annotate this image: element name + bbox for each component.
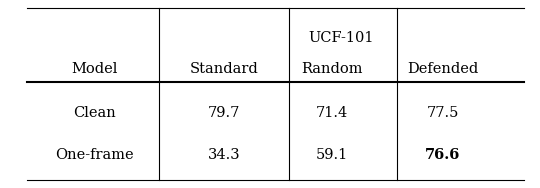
Text: 71.4: 71.4	[316, 106, 348, 120]
Text: Clean: Clean	[73, 106, 116, 120]
Text: One-frame: One-frame	[55, 148, 134, 162]
Text: Standard: Standard	[190, 62, 259, 76]
Text: 34.3: 34.3	[208, 148, 240, 162]
Text: 76.6: 76.6	[425, 148, 461, 162]
Text: UCF-101: UCF-101	[309, 31, 374, 45]
Text: 59.1: 59.1	[316, 148, 348, 162]
Text: 79.7: 79.7	[208, 106, 240, 120]
Text: 77.5: 77.5	[427, 106, 459, 120]
Text: Model: Model	[71, 62, 118, 76]
Text: Defended: Defended	[407, 62, 478, 76]
Text: Random: Random	[301, 62, 363, 76]
